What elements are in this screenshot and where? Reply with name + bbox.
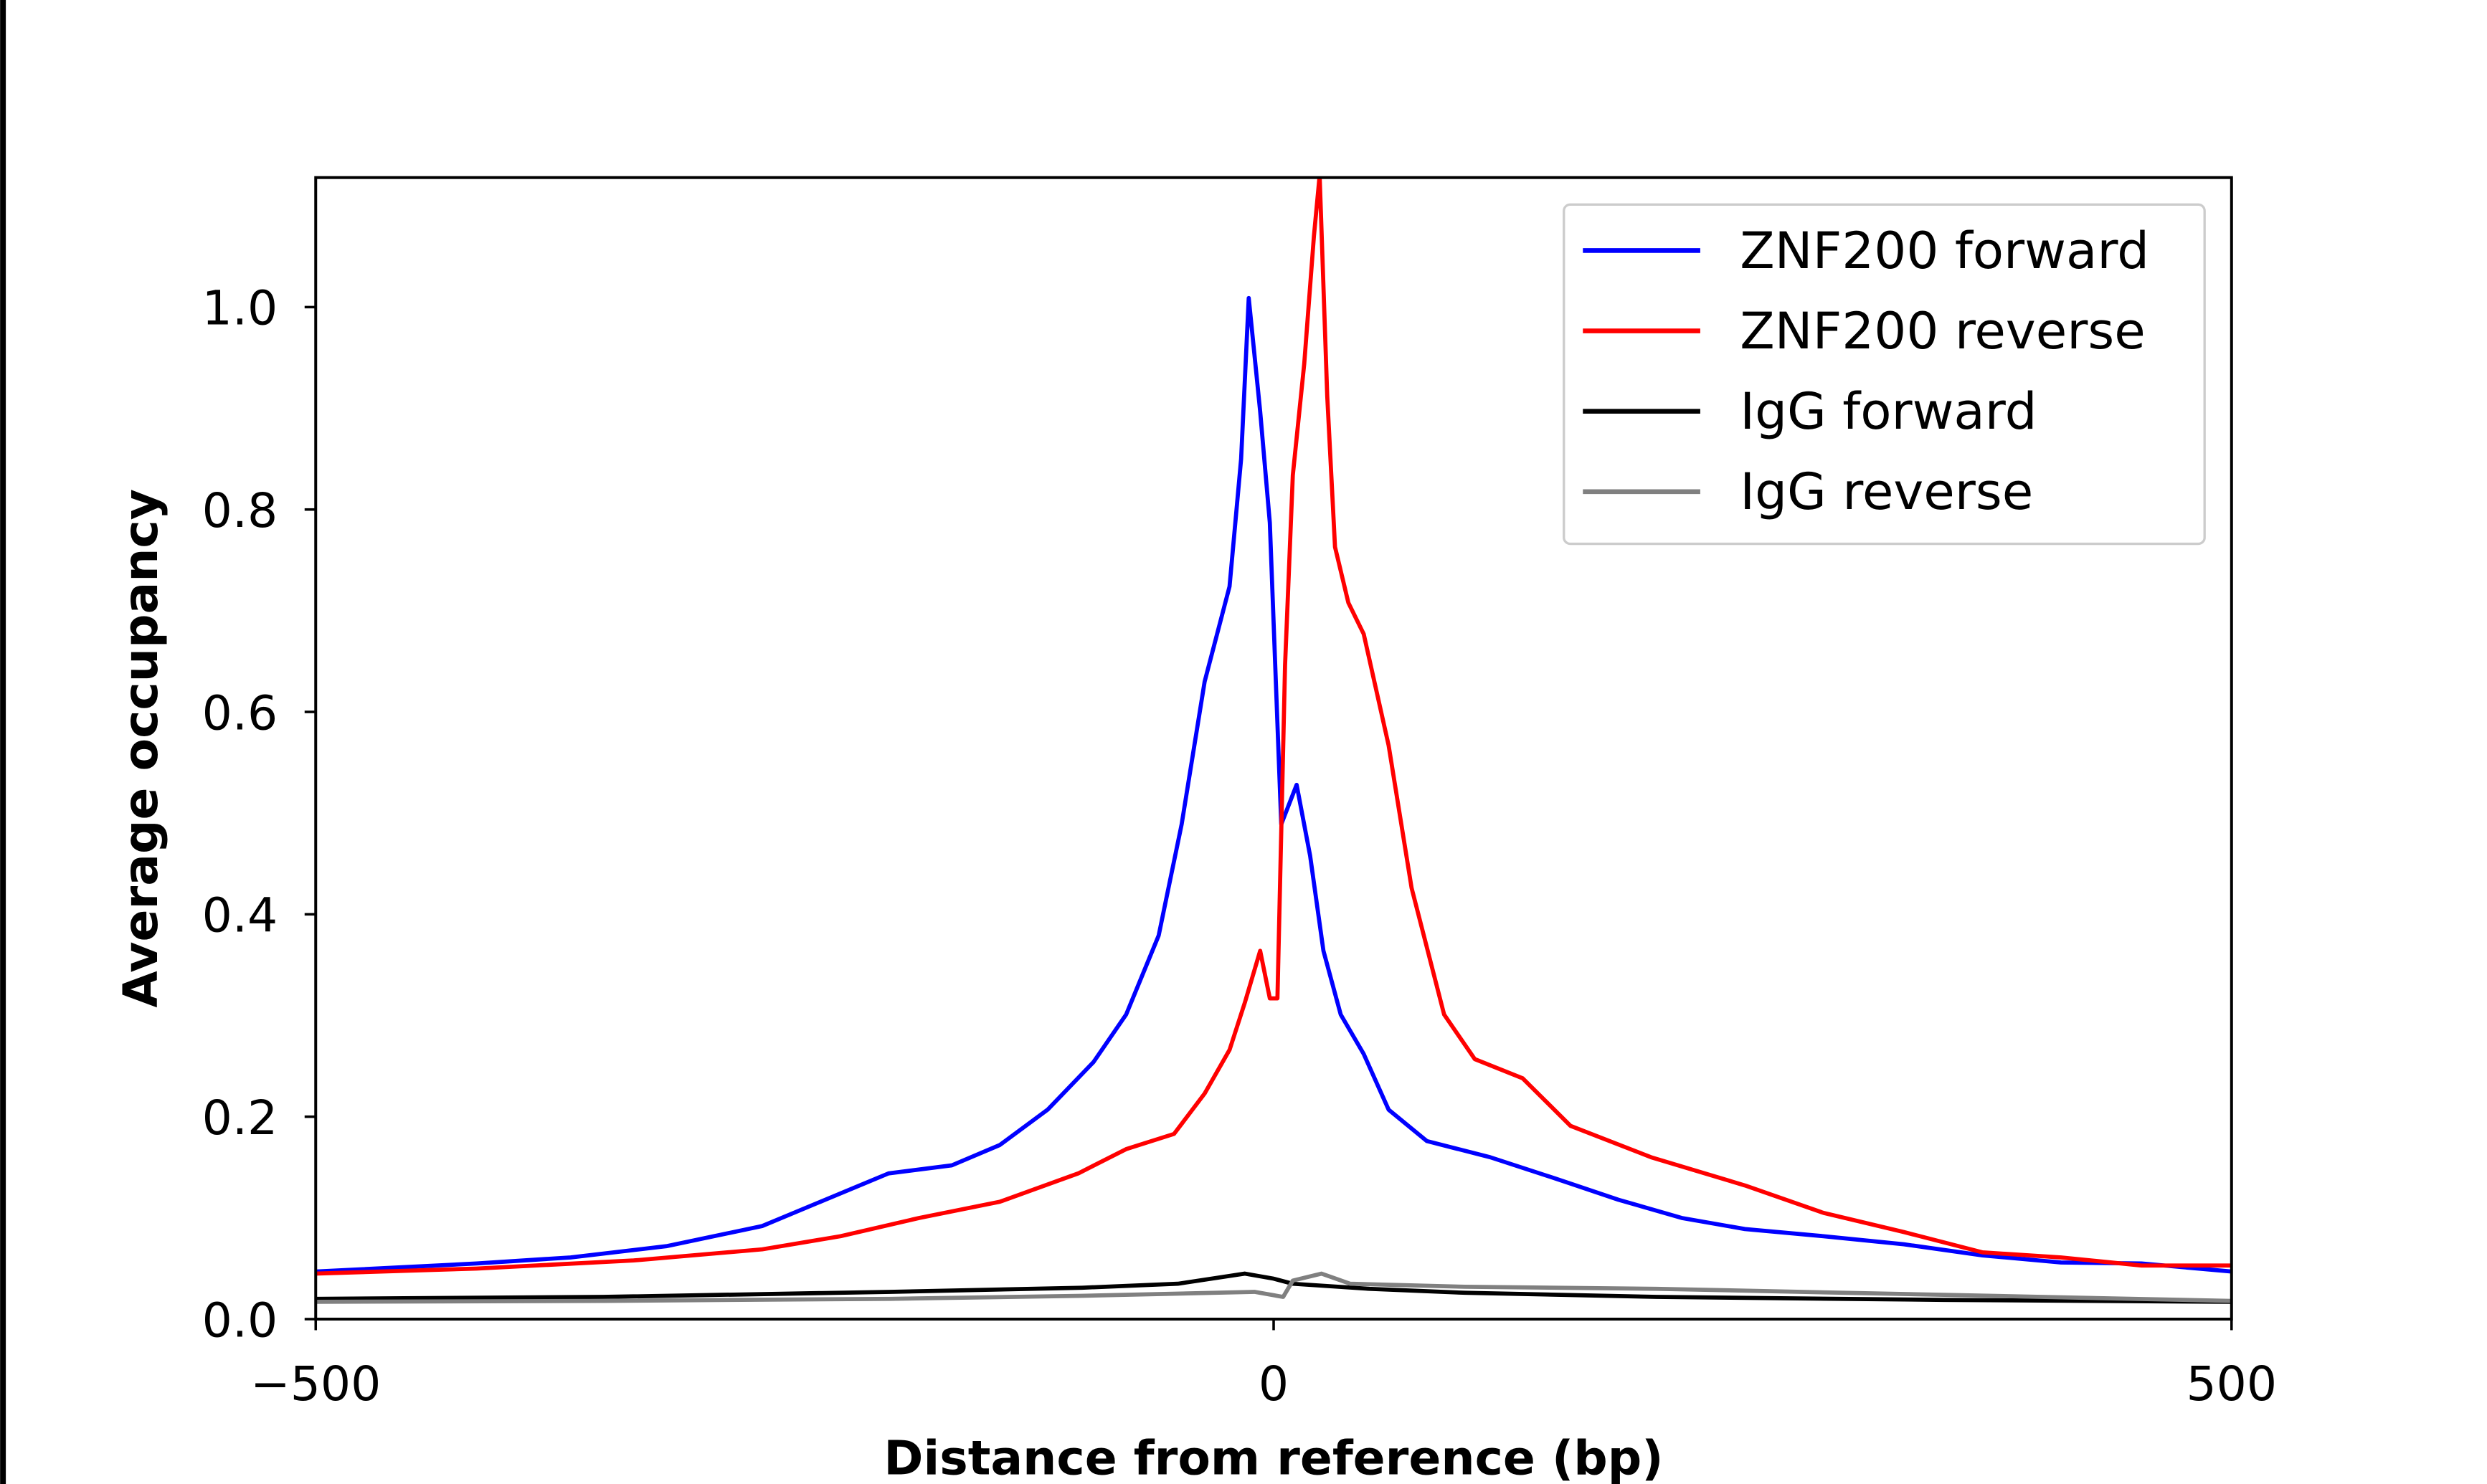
y-tick-label: 0.0 <box>202 1292 278 1348</box>
x-tick-label: 500 <box>2186 1356 2277 1412</box>
y-tick-label: 1.0 <box>202 280 278 336</box>
legend-label: IgG reverse <box>1740 462 2033 521</box>
series-line-znf200-reverse <box>316 177 2232 1276</box>
legend: ZNF200 forward ZNF200 reverse IgG forward I… <box>1563 203 2206 546</box>
legend-label: IgG forward <box>1740 381 2037 441</box>
series-line-igg-forward <box>316 1271 2232 1304</box>
series-line-igg-reverse <box>316 1271 2232 1304</box>
y-tick-label: 0.4 <box>202 888 278 943</box>
series-line-znf200-forward <box>316 295 2232 1274</box>
y-tick-label: 0.2 <box>202 1090 278 1146</box>
left-edge-bar <box>0 0 6 1484</box>
series-layer <box>316 177 2232 1304</box>
x-axis-label: Distance from reference (bp) <box>884 1430 1663 1484</box>
y-axis-label: Average occupancy <box>113 489 169 1008</box>
y-tick-label: 0.8 <box>202 482 278 538</box>
legend-label: ZNF200 reverse <box>1740 301 2146 361</box>
y-tick-label: 0.6 <box>202 685 278 741</box>
legend-label: ZNF200 forward <box>1740 221 2149 280</box>
legend-box <box>1563 203 2206 546</box>
x-tick-label: 0 <box>1259 1356 1289 1412</box>
x-tick-label: −500 <box>250 1356 381 1412</box>
ticks-layer: −500 0 500 0.0 0.2 0.4 0.6 0.8 1.0 <box>202 280 2277 1412</box>
